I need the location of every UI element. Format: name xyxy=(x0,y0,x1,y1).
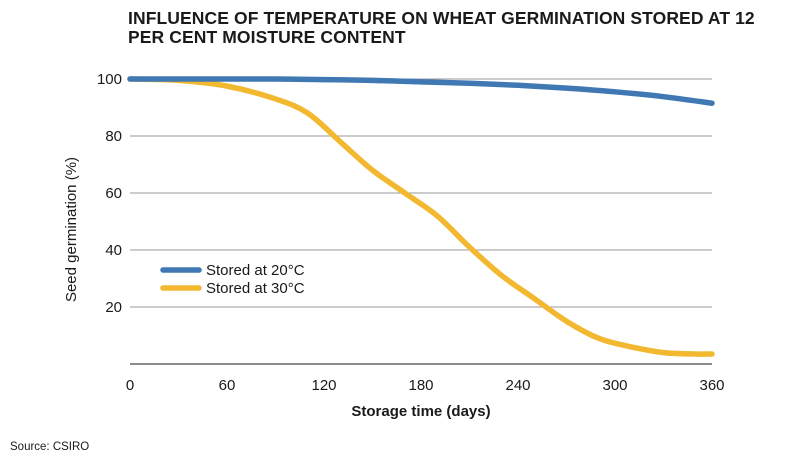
chart-title: INFLUENCE OF TEMPERATURE ON WHEAT GERMIN… xyxy=(128,8,755,47)
x-tick-label: 0 xyxy=(126,377,134,394)
y-tick-label: 60 xyxy=(105,185,122,202)
x-tick-label: 120 xyxy=(311,377,336,394)
y-tick-label: 20 xyxy=(105,299,122,316)
x-tick-label: 240 xyxy=(505,377,530,394)
y-tick-label: 80 xyxy=(105,128,122,145)
series-lines xyxy=(127,76,715,357)
x-tick-label: 60 xyxy=(219,377,236,394)
gridlines xyxy=(130,78,712,308)
y-axis-label: Seed germination (%) xyxy=(63,157,80,302)
x-tick-label: 300 xyxy=(602,377,627,394)
series-line-20c xyxy=(127,76,715,106)
legend-label: Stored at 20°C xyxy=(206,262,305,279)
x-tick-labels: 0 60 120 180 240 300 360 xyxy=(126,377,725,394)
legend-label: Stored at 30°C xyxy=(206,280,305,297)
x-tick-label: 180 xyxy=(408,377,433,394)
series-line-30c xyxy=(127,76,715,357)
x-tick-label: 360 xyxy=(699,377,724,394)
x-axis-label: Storage time (days) xyxy=(351,403,490,420)
y-tick-labels: 20 40 60 80 100 xyxy=(97,71,122,316)
source-note: Source: CSIRO xyxy=(10,441,90,453)
y-tick-label: 40 xyxy=(105,242,122,259)
y-tick-label: 100 xyxy=(97,71,122,88)
